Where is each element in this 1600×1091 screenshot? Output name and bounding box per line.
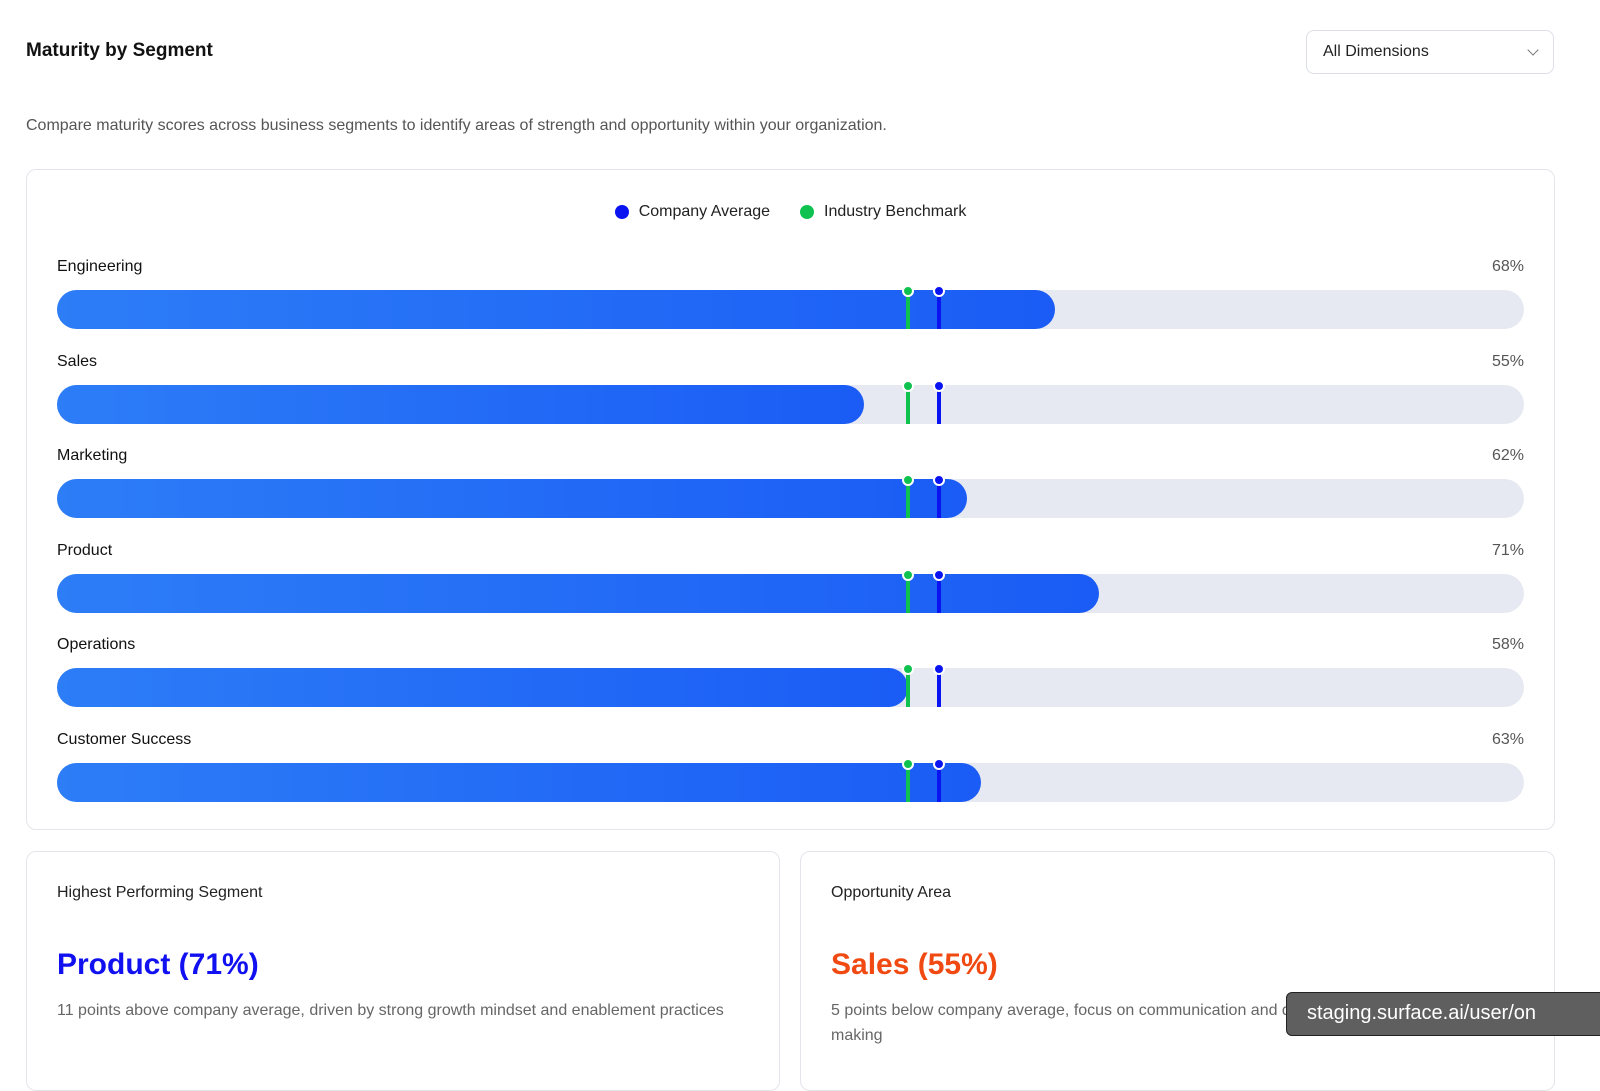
link-status-tooltip: staging.surface.ai/user/on — [1286, 992, 1600, 1036]
company-average-marker — [932, 474, 945, 518]
segment-track — [57, 474, 1524, 518]
page-title: Maturity by Segment — [26, 40, 213, 61]
segment-track — [57, 568, 1524, 613]
industry-benchmark-marker — [901, 663, 914, 707]
company-average-marker — [932, 379, 945, 424]
legend-label: Company Average — [638, 203, 771, 220]
segment-row: Engineering 68% — [57, 258, 1524, 330]
opportunity-note: 5 points below company average, focus on… — [831, 1002, 1341, 1044]
segment-label: Sales — [57, 352, 98, 370]
segment-bar — [57, 762, 982, 802]
page-description: Compare maturity scores across business … — [26, 117, 887, 134]
highest-segment-card: Highest Performing Segment Product (71%)… — [26, 851, 780, 1091]
card-title: Highest Performing Segment — [57, 884, 263, 901]
opportunity-area-card: Opportunity Area Sales (55%) 5 points be… — [800, 851, 1555, 1091]
industry-benchmark-marker — [901, 568, 914, 613]
segment-bar — [57, 573, 1099, 613]
company-average-marker — [932, 757, 945, 802]
card-title: Opportunity Area — [831, 884, 952, 901]
segment-bar — [57, 384, 864, 424]
segment-row: Customer Success 63% — [57, 731, 1524, 803]
segment-row: Sales 55% — [57, 353, 1524, 425]
segment-label: Customer Success — [57, 730, 192, 748]
highest-segment-value: Product (71%) — [57, 948, 259, 981]
industry-benchmark-marker — [901, 757, 914, 802]
legend-company-average: Company Average — [614, 203, 771, 221]
dimension-filter-value: All Dimensions — [1323, 43, 1429, 60]
opportunity-value: Sales (55%) — [831, 948, 998, 981]
legend-industry-benchmark: Industry Benchmark — [800, 203, 966, 221]
segment-label: Operations — [57, 636, 136, 653]
segment-track — [57, 379, 1524, 424]
segment-bar — [57, 290, 1055, 329]
segment-row: Operations 58% — [57, 636, 1524, 708]
segment-value: 71% — [1491, 541, 1524, 559]
segment-bar — [57, 668, 908, 707]
industry-benchmark-marker — [901, 379, 914, 424]
industry-benchmark-marker — [901, 285, 914, 329]
segment-value: 55% — [1491, 352, 1524, 370]
company-average-marker — [932, 285, 945, 329]
segment-value: 62% — [1491, 447, 1524, 464]
segment-track — [57, 285, 1524, 329]
chart-legend: Company Average Industry Benchmark — [27, 203, 1554, 221]
segment-value: 58% — [1491, 636, 1524, 653]
highest-segment-note: 11 points above company average, driven … — [57, 1002, 724, 1019]
segment-row: Product 71% — [57, 542, 1524, 614]
industry-benchmark-dot-icon — [800, 205, 815, 219]
dimension-filter-select[interactable]: All Dimensions — [1306, 30, 1554, 74]
company-average-marker — [932, 663, 945, 707]
segment-label: Product — [57, 541, 113, 559]
segment-track — [57, 757, 1524, 802]
segment-value: 68% — [1491, 258, 1524, 275]
segment-label: Engineering — [57, 258, 143, 275]
industry-benchmark-marker — [901, 474, 914, 518]
company-average-dot-icon — [614, 205, 629, 219]
segment-value: 63% — [1491, 730, 1524, 748]
segment-row: Marketing 62% — [57, 447, 1524, 519]
segment-label: Marketing — [57, 447, 128, 464]
segment-track — [57, 663, 1524, 707]
legend-label: Industry Benchmark — [824, 203, 967, 220]
company-average-marker — [932, 568, 945, 613]
segment-bar — [57, 479, 967, 518]
chevron-down-icon — [1527, 44, 1539, 56]
segment-chart-card: Company Average Industry Benchmark Engin… — [26, 169, 1555, 830]
